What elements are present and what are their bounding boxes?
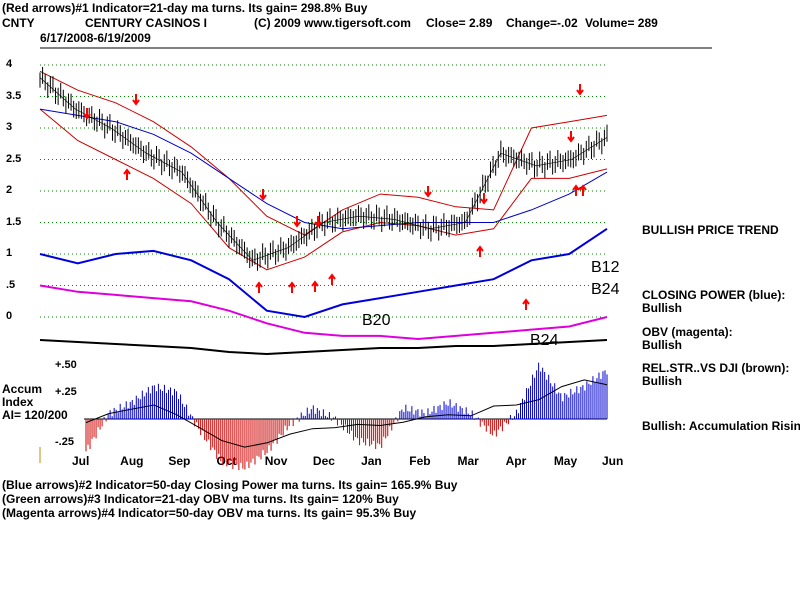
accum-tick-minus25: -.25 [55, 436, 74, 448]
accum-tick-plus25: +.25 [55, 386, 77, 398]
closing-power-line [39, 227, 608, 319]
price-tick-label: 0 [6, 310, 13, 322]
buy-arrow [476, 245, 484, 257]
copyright: (C) 2009 www.tigersoft.com [254, 16, 411, 30]
obv-value: Bullish [642, 338, 683, 352]
price-tick-label: .5 [6, 278, 16, 291]
footer-indicator-2: (Blue arrows)#2 Indicator=50-day Closing… [2, 478, 458, 492]
sell-arrow [424, 186, 432, 198]
sell-arrow [259, 189, 267, 201]
sell-arrow [293, 216, 301, 228]
buy-arrow [255, 281, 263, 293]
month-label: Dec [312, 454, 335, 468]
accum-subtitle: Index [2, 395, 34, 409]
change-value: Change=-.02 [506, 16, 578, 30]
price-close-line [39, 77, 608, 261]
buy-arrow [328, 273, 336, 285]
month-label: Jan [361, 454, 382, 468]
month-label: Apr [505, 454, 527, 468]
footer-indicator-3: (Green arrows)#3 Indicator=21-day OBV ma… [2, 492, 399, 506]
signal-b24-upper: B24 [591, 281, 620, 298]
accum-ai-value: AI= 120/200 [2, 408, 68, 422]
month-label: Feb [409, 454, 431, 468]
header-indicator-1: (Red arrows)#1 Indicator=21-day ma turns… [2, 1, 368, 15]
sell-arrow [83, 108, 91, 120]
price-tick-label: 1.5 [6, 215, 22, 228]
sell-arrow [576, 84, 584, 96]
ticker-symbol: CNTY [2, 16, 35, 30]
buy-arrow [288, 281, 296, 293]
obv-label: OBV (magenta): [642, 325, 733, 339]
sell-arrow [132, 94, 140, 106]
price-tick-label: 1 [6, 247, 13, 259]
month-label: May [553, 454, 578, 468]
company-name: CENTURY CASINOS I [85, 16, 208, 30]
month-label: Nov [264, 454, 288, 468]
buy-arrow [311, 280, 319, 292]
closing-power-label: CLOSING POWER (blue): [642, 288, 786, 302]
close-value: Close= 2.89 [426, 16, 493, 30]
rel-str-label: REL.STR..VS DJI (brown): [642, 361, 790, 375]
date-range: 6/17/2008-6/19/2009 [40, 31, 151, 45]
buy-arrow [579, 184, 587, 196]
month-label: Sep [168, 454, 191, 468]
buy-arrow [123, 168, 131, 180]
trend-label: BULLISH PRICE TREND [642, 223, 779, 237]
signal-b12: B12 [591, 259, 620, 276]
price-tick-label: 3 [6, 121, 13, 133]
rel-str-value: Bullish [642, 374, 683, 388]
rel-str-line [39, 339, 608, 356]
footer-indicator-4: (Magenta arrows)#4 Indicator=50-day OBV … [2, 506, 417, 520]
price-tick-label: 4 [6, 58, 13, 70]
accum-status: Bullish: Accumulation Rising [642, 419, 800, 433]
price-tick-label: 2.5 [6, 152, 22, 165]
price-tick-label: 2 [6, 184, 13, 196]
volume-value: Volume= 289 [585, 16, 658, 30]
obv-line [39, 284, 608, 341]
accum-smooth-line [85, 379, 608, 448]
ma-blue-line [39, 108, 608, 230]
ma-lower-band [39, 108, 608, 271]
month-label: Aug [120, 454, 144, 468]
month-label: Mar [457, 454, 479, 468]
sell-arrow [567, 131, 575, 143]
accum-tick-plus50: +.50 [55, 359, 77, 371]
sell-arrow [314, 216, 322, 228]
sell-arrow [480, 193, 488, 205]
accum-title: Accum [2, 382, 43, 396]
month-label: Jul [72, 454, 90, 468]
closing-power-value: Bullish [642, 301, 683, 315]
signal-b24-lower: B24 [530, 332, 559, 349]
month-label: Jun [602, 454, 624, 468]
signal-b20: B20 [362, 312, 391, 329]
buy-arrow [522, 298, 530, 310]
buy-arrow [572, 184, 580, 196]
price-tick-label: 3.5 [6, 89, 22, 102]
